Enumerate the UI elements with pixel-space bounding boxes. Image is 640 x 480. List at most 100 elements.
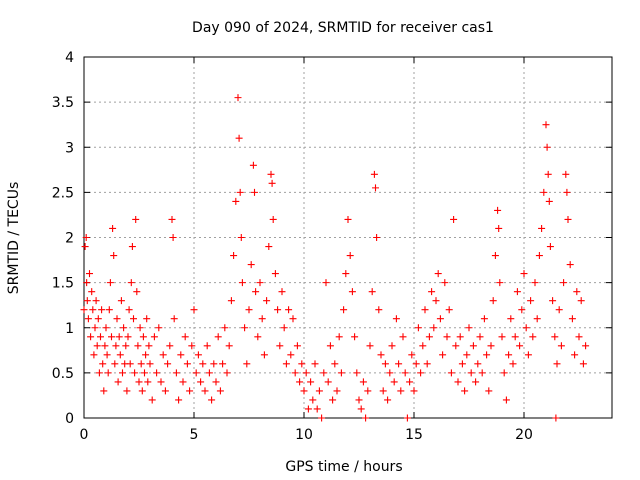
data-point [414, 324, 422, 332]
data-point [522, 324, 530, 332]
data-point [91, 324, 99, 332]
data-point [161, 387, 169, 395]
data-point [263, 297, 271, 305]
data-point [331, 360, 339, 368]
data-point [81, 243, 89, 251]
data-point [258, 315, 266, 323]
data-point [568, 315, 576, 323]
data-point [307, 378, 315, 386]
data-point [282, 360, 290, 368]
data-point [372, 184, 379, 192]
data-point [366, 342, 374, 350]
data-point [443, 333, 451, 341]
data-point [223, 369, 231, 377]
data-point [276, 342, 284, 350]
data-point [340, 306, 348, 314]
y-tick-label: 1 [65, 321, 74, 337]
data-point [461, 387, 469, 395]
data-point [293, 342, 301, 350]
data-point [436, 315, 444, 323]
data-point [551, 333, 559, 341]
data-point [311, 360, 319, 368]
data-point [251, 188, 258, 196]
x-tick-label: 0 [80, 427, 89, 443]
data-point [169, 234, 177, 241]
data-point [337, 369, 345, 377]
data-point [183, 360, 191, 368]
data-point [545, 197, 553, 205]
data-point [142, 351, 150, 359]
data-point [348, 288, 356, 296]
data-point [513, 288, 521, 296]
data-point [84, 315, 92, 323]
data-point [124, 333, 132, 341]
data-point [379, 387, 387, 395]
data-point [326, 342, 334, 350]
data-point [445, 306, 453, 314]
data-point [168, 215, 176, 223]
data-point [450, 215, 458, 223]
data-point [344, 215, 352, 223]
data-point [274, 306, 282, 314]
data-point [563, 188, 571, 196]
y-axis-label: SRMTID / TECUs [6, 182, 22, 295]
data-point [212, 378, 220, 386]
data-point [221, 324, 229, 332]
data-point [247, 261, 255, 269]
data-point [296, 378, 304, 386]
data-point [553, 360, 561, 368]
data-point [425, 333, 433, 341]
data-point [83, 297, 91, 305]
data-point [111, 360, 119, 368]
y-tick-label: 0.5 [52, 366, 74, 382]
data-point [552, 414, 560, 422]
data-point [203, 342, 211, 350]
data-point [318, 414, 326, 422]
data-point [502, 396, 510, 404]
data-point [194, 351, 202, 359]
data-point [112, 342, 120, 350]
data-point [245, 306, 253, 314]
data-point [509, 360, 517, 368]
data-point [201, 387, 209, 395]
data-point [579, 360, 587, 368]
data-point [104, 369, 112, 377]
data-point [304, 405, 312, 413]
data-point [146, 360, 154, 368]
data-point [210, 360, 218, 368]
data-point [101, 342, 109, 350]
data-point [562, 170, 570, 178]
data-point [150, 333, 158, 341]
data-point [110, 252, 118, 260]
data-point [113, 315, 121, 323]
data-point [533, 315, 541, 323]
data-point [377, 351, 385, 359]
data-point [268, 179, 276, 187]
data-point [117, 297, 125, 305]
data-point [333, 387, 341, 395]
data-point [430, 324, 438, 332]
data-point [454, 378, 462, 386]
y-tick-label: 3 [65, 140, 74, 156]
data-point [138, 387, 146, 395]
data-point [346, 252, 354, 260]
data-point [373, 234, 381, 241]
data-points [80, 94, 590, 422]
data-point [126, 360, 134, 368]
data-point [93, 342, 101, 350]
data-point [123, 387, 131, 395]
data-point [136, 324, 144, 332]
data-point [507, 315, 515, 323]
data-point [260, 351, 268, 359]
data-point [135, 378, 143, 386]
data-point [302, 369, 310, 377]
data-point [232, 197, 240, 205]
data-point [452, 342, 460, 350]
data-point [546, 243, 554, 251]
data-point [128, 243, 136, 251]
data-point [397, 387, 405, 395]
data-point [230, 252, 238, 260]
data-point [94, 315, 102, 323]
